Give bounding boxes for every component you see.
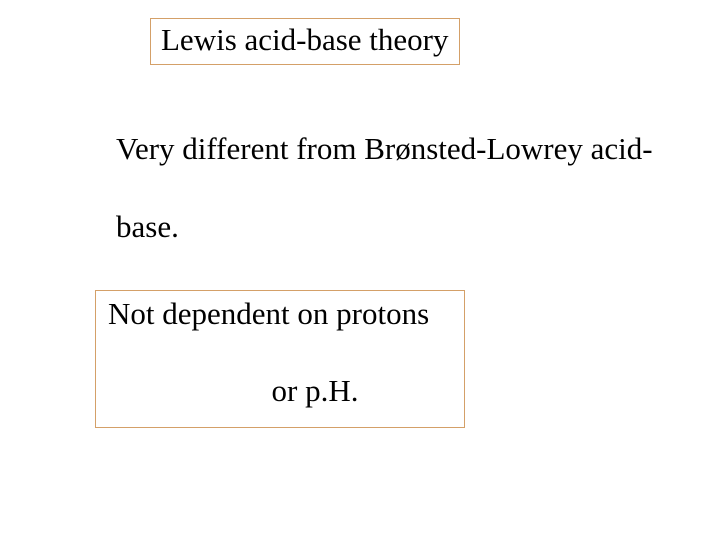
main-paragraph: Very different from Brønsted-Lowrey acid…	[116, 110, 676, 265]
box-line-1: Not dependent on protons	[108, 295, 452, 332]
title-box: Lewis acid-base theory	[150, 18, 460, 65]
slide-title: Lewis acid-base theory	[161, 21, 449, 58]
second-box: Not dependent on protons or p.H.	[95, 290, 465, 428]
box-line-2: or p.H.	[108, 372, 452, 409]
